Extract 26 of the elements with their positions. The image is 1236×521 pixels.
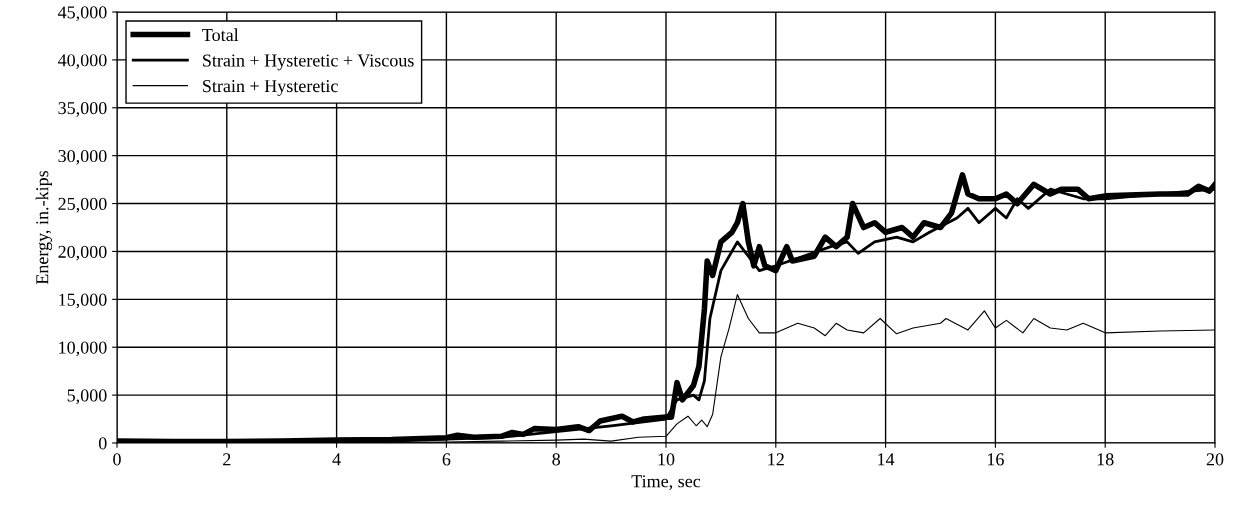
- legend-label: Strain + Hysteretic: [203, 80, 338, 96]
- y-tick-label: 25,000: [58, 197, 107, 213]
- legend-label: Strain + Hysteretic + Viscous: [203, 54, 414, 71]
- x-tick-label: 6: [442, 453, 451, 466]
- x-tick-label: 18: [1097, 453, 1114, 466]
- x-tick-label: 14: [878, 453, 895, 466]
- y-tick-label: 35,000: [58, 102, 107, 117]
- x-tick-label: 16: [987, 453, 1004, 466]
- y-tick-label: 30,000: [58, 149, 107, 165]
- x-tick-label: 20: [1206, 453, 1224, 466]
- y-tick-label: 20,000: [58, 245, 107, 261]
- x-tick-label: 0: [113, 453, 121, 466]
- y-tick-label: 40,000: [57, 54, 107, 69]
- y-tick-label: 15,000: [59, 293, 107, 309]
- x-tick-label: 12: [768, 453, 784, 466]
- legend-label: Total: [202, 28, 239, 42]
- x-tick-label: 8: [552, 453, 561, 466]
- x-tick-label: 10: [658, 453, 675, 466]
- y-tick-label: 0: [98, 437, 107, 450]
- y-tick-label: 45,000: [57, 6, 107, 22]
- x-axis-title: Time, sec: [631, 475, 701, 490]
- y-tick-label: 5,000: [67, 389, 107, 405]
- y-axis-title: Energy, in.-kips: [35, 170, 53, 285]
- y-tick-label: 10,000: [59, 341, 107, 357]
- x-tick-label: 2: [223, 453, 231, 466]
- x-tick-label: 4: [332, 453, 341, 466]
